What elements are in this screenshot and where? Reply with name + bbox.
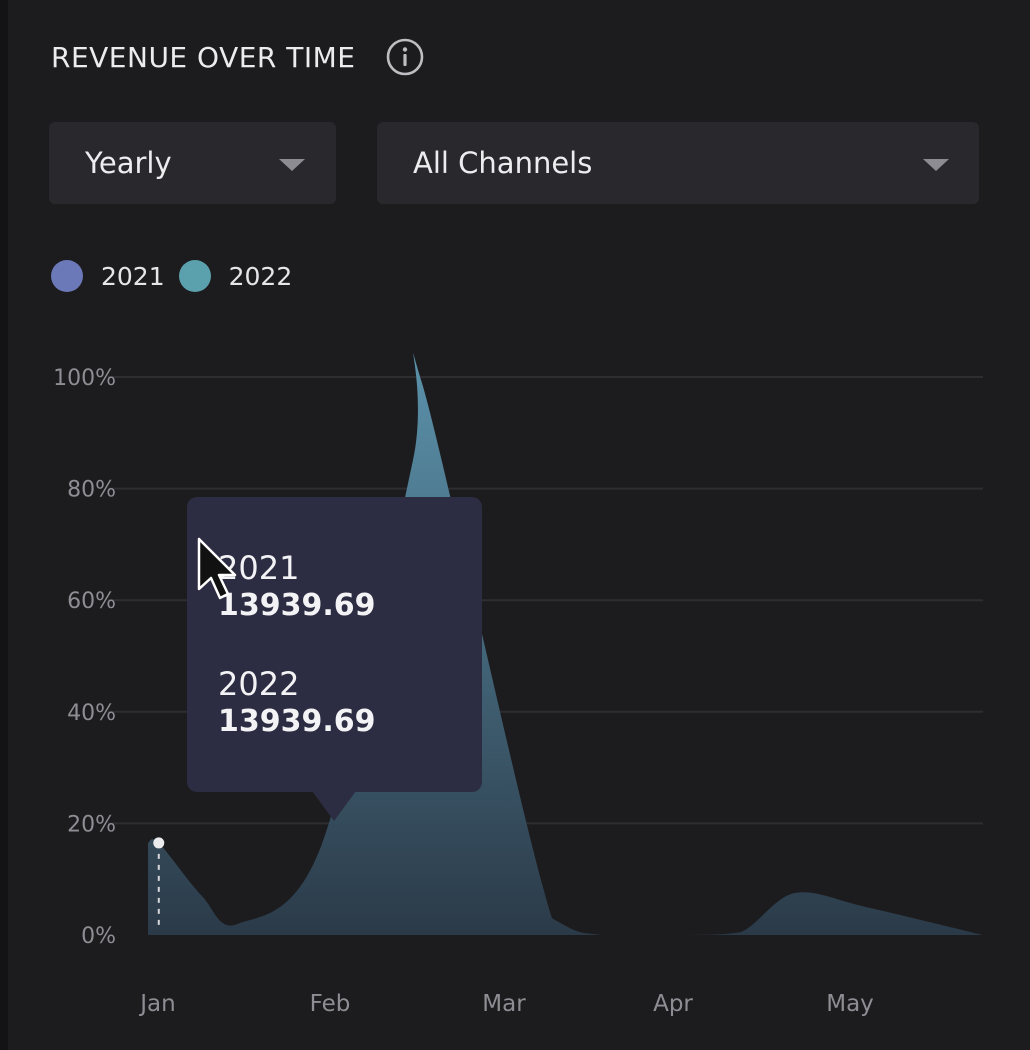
tooltip-entry-2021: 2021 13939.69 xyxy=(218,549,482,625)
period-select-value: Yearly xyxy=(85,146,172,180)
revenue-over-time-card: REVENUE OVER TIME Yearly All Channels 20… xyxy=(8,0,1030,1050)
chart-legend: 2021 2022 xyxy=(51,258,306,294)
y-tick-label: 100% xyxy=(53,366,116,391)
x-tick-label: May xyxy=(826,991,874,1017)
legend-swatch-2021 xyxy=(51,260,83,292)
caret-down-icon xyxy=(279,159,305,171)
y-tick-label: 60% xyxy=(67,589,116,614)
caret-down-icon xyxy=(923,159,949,171)
card-title: REVENUE OVER TIME xyxy=(51,40,356,74)
legend-item-2022[interactable]: 2022 xyxy=(178,260,293,292)
legend-swatch-2022 xyxy=(178,260,211,292)
y-tick-label: 80% xyxy=(67,478,116,503)
tooltip-entry-2022: 2022 13939.69 xyxy=(218,665,482,741)
revenue-chart: 0% 20% 40% 60% 80% 100% Jan Feb Mar Apr May xyxy=(53,353,983,1017)
x-tick-label: Mar xyxy=(482,991,526,1017)
channel-select[interactable]: All Channels xyxy=(377,122,979,204)
mouse-cursor-icon xyxy=(197,537,237,600)
hover-point xyxy=(153,837,165,849)
x-tick-label: Jan xyxy=(138,991,175,1017)
x-tick-label: Apr xyxy=(653,991,693,1017)
period-select[interactable]: Yearly xyxy=(49,122,336,204)
channel-select-value: All Channels xyxy=(413,146,593,180)
y-tick-label: 20% xyxy=(67,812,116,837)
tooltip-year: 2022 xyxy=(218,665,300,703)
tooltip-value: 13939.69 xyxy=(218,588,376,623)
info-icon[interactable] xyxy=(385,37,425,77)
legend-label-2022: 2022 xyxy=(228,261,293,291)
tooltip-year: 2021 xyxy=(218,549,300,587)
legend-item-2021[interactable]: 2021 xyxy=(51,260,165,292)
header: REVENUE OVER TIME xyxy=(51,36,425,78)
chart-tooltip: 2021 13939.69 2022 13939.69 xyxy=(187,497,482,821)
legend-label-2021: 2021 xyxy=(101,261,165,291)
tooltip-value: 13939.69 xyxy=(218,704,376,739)
y-tick-label: 0% xyxy=(81,924,116,949)
x-tick-label: Feb xyxy=(310,991,351,1017)
y-tick-label: 40% xyxy=(67,701,116,726)
